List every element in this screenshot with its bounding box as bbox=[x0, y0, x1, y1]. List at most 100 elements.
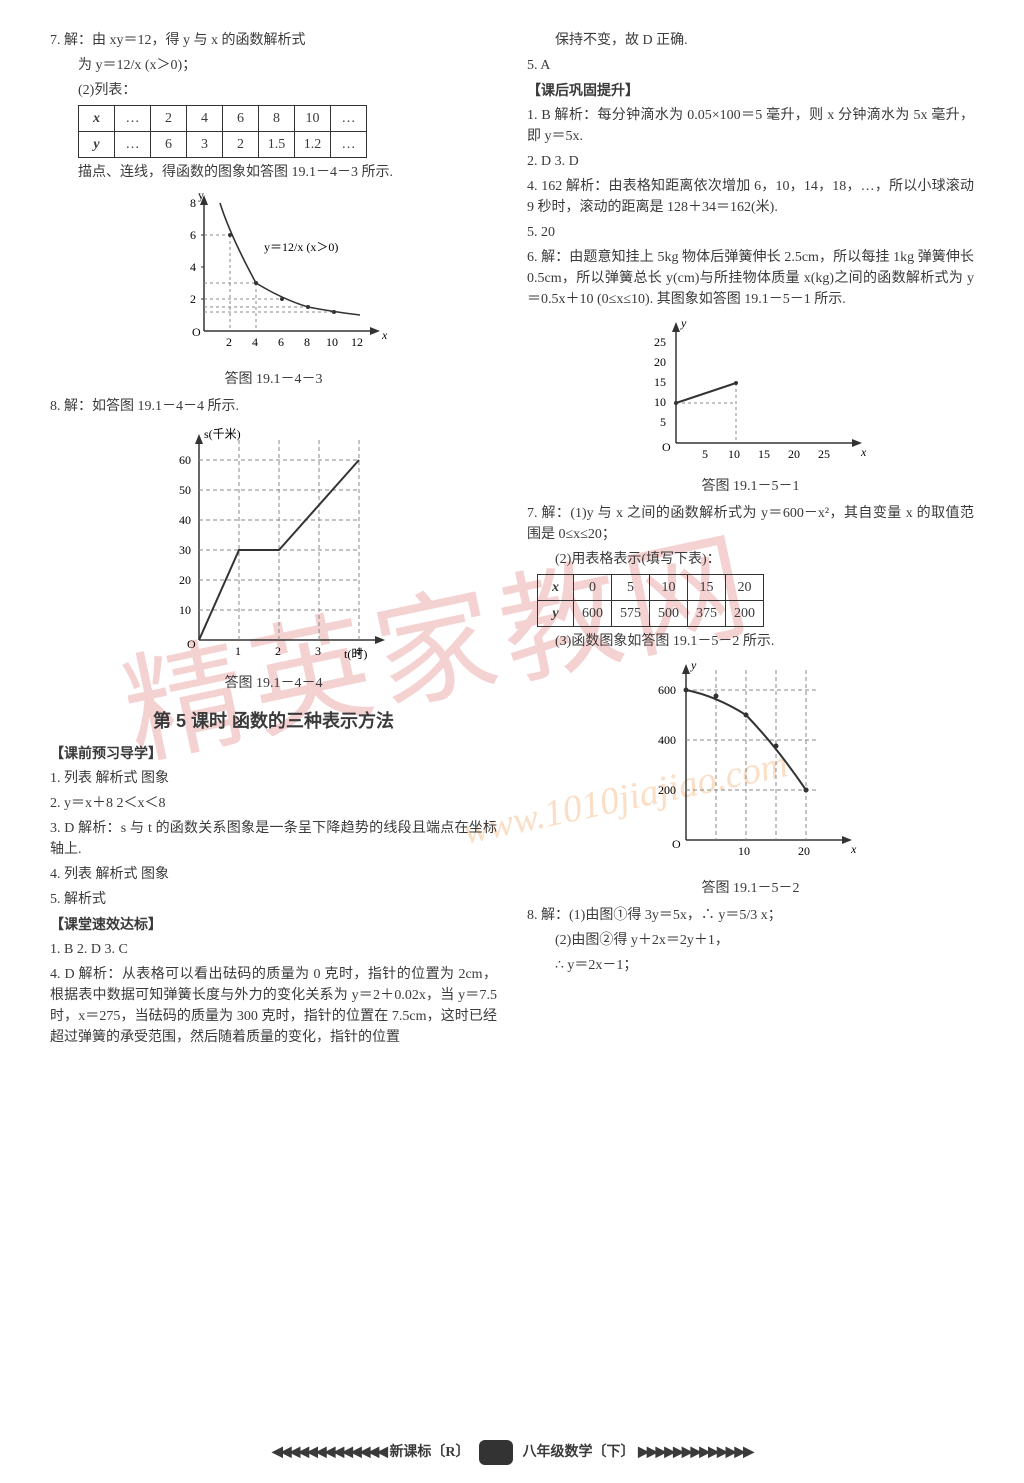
svg-text:8: 8 bbox=[190, 196, 196, 210]
answer-line: 7. 解：(1)y 与 x 之间的函数解析式为 y＝600－x²，其自变量 x … bbox=[527, 503, 974, 545]
svg-text:400: 400 bbox=[658, 733, 676, 747]
svg-text:20: 20 bbox=[654, 355, 666, 369]
svg-text:1: 1 bbox=[235, 644, 241, 658]
cell: … bbox=[115, 132, 151, 158]
cell: 375 bbox=[688, 601, 726, 627]
svg-text:y: y bbox=[680, 318, 687, 330]
svg-text:50: 50 bbox=[179, 483, 191, 497]
svg-text:200: 200 bbox=[658, 783, 676, 797]
table-row: x … 2 4 6 8 10 … bbox=[79, 106, 367, 132]
answer-line: 1. B 2. D 3. C bbox=[50, 939, 497, 960]
cell: 1.2 bbox=[295, 132, 331, 158]
svg-text:10: 10 bbox=[728, 447, 740, 461]
cell: 2 bbox=[223, 132, 259, 158]
svg-text:8: 8 bbox=[304, 335, 310, 349]
svg-text:40: 40 bbox=[179, 513, 191, 527]
answer-line: 4. 162 解析：由表格知距离依次增加 6，10，14，18，…，所以小球滚动… bbox=[527, 176, 974, 218]
answer-line: 5. A bbox=[527, 55, 974, 76]
cell: 0 bbox=[574, 575, 612, 601]
svg-text:10: 10 bbox=[179, 603, 191, 617]
chart-hyperbola: O y x 2 4 6 8 246 81012 bbox=[144, 191, 404, 361]
answer-line: (2)用表格表示(填写下表)： bbox=[527, 549, 974, 570]
svg-text:x: x bbox=[850, 842, 857, 856]
svg-text:O: O bbox=[192, 325, 201, 339]
cell: 1.5 bbox=[259, 132, 295, 158]
svg-text:4: 4 bbox=[252, 335, 258, 349]
answer-line: 4. 列表 解析式 图象 bbox=[50, 864, 497, 885]
page-content: 7. 解：由 xy＝12，得 y 与 x 的函数解析式 为 y＝12/x (x＞… bbox=[0, 0, 1024, 1430]
answer-line: (3)函数图象如答图 19.1－5－2 所示. bbox=[527, 631, 974, 652]
svg-text:25: 25 bbox=[654, 335, 666, 349]
svg-text:20: 20 bbox=[179, 573, 191, 587]
cell: x bbox=[79, 106, 115, 132]
svg-text:60: 60 bbox=[179, 453, 191, 467]
cell: y bbox=[79, 132, 115, 158]
table-row: y 600 575 500 375 200 bbox=[538, 601, 764, 627]
ylabel: s(千米) bbox=[204, 427, 241, 441]
answer-line: 5. 解析式 bbox=[50, 889, 497, 910]
curve-label: y＝12/x (x＞0) bbox=[264, 240, 338, 254]
svg-text:5: 5 bbox=[660, 415, 666, 429]
cell: 20 bbox=[726, 575, 764, 601]
svg-text:3: 3 bbox=[315, 644, 321, 658]
answer-line: 1. 列表 解析式 图象 bbox=[50, 768, 497, 789]
class-heading: 【课堂速效达标】 bbox=[50, 914, 497, 935]
cell: 200 bbox=[726, 601, 764, 627]
svg-text:600: 600 bbox=[658, 683, 676, 697]
cell: 6 bbox=[151, 132, 187, 158]
footer-subject: 八年级数学〔下〕 bbox=[523, 1445, 635, 1460]
svg-text:y: y bbox=[690, 660, 697, 672]
svg-text:30: 30 bbox=[179, 543, 191, 557]
svg-text:x: x bbox=[381, 328, 388, 342]
answer-line: 2. y＝x＋8 2＜x＜8 bbox=[50, 793, 497, 814]
svg-text:15: 15 bbox=[758, 447, 770, 461]
cell: 600 bbox=[574, 601, 612, 627]
cell: 575 bbox=[612, 601, 650, 627]
cell: 8 bbox=[259, 106, 295, 132]
svg-text:10: 10 bbox=[738, 844, 750, 858]
svg-text:x: x bbox=[860, 445, 867, 459]
chart-parabola: O y x 200400600 1020 bbox=[631, 660, 871, 870]
answer-line: 1. B 解析：每分钟滴水为 0.05×100＝5 毫升，则 x 分钟滴水为 5… bbox=[527, 105, 974, 147]
cell: 10 bbox=[650, 575, 688, 601]
cell: y bbox=[538, 601, 574, 627]
table-xy-2: x 0 5 10 15 20 y 600 575 500 375 200 bbox=[537, 574, 764, 627]
svg-text:y: y bbox=[198, 191, 204, 202]
svg-text:O: O bbox=[672, 837, 681, 851]
page-footer: ◀◀◀◀◀◀◀◀◀◀◀◀◀ 新课标〔R〕 八年级数学〔下〕 ▶▶▶▶▶▶▶▶▶▶… bbox=[0, 1440, 1024, 1465]
svg-text:6: 6 bbox=[278, 335, 284, 349]
svg-text:2: 2 bbox=[275, 644, 281, 658]
cell: 2 bbox=[151, 106, 187, 132]
continuation: 保持不变，故 D 正确. bbox=[527, 30, 974, 51]
svg-text:12: 12 bbox=[351, 335, 363, 349]
svg-text:O: O bbox=[662, 440, 671, 454]
cell: … bbox=[115, 106, 151, 132]
svg-text:4: 4 bbox=[355, 644, 361, 658]
svg-text:2: 2 bbox=[190, 292, 196, 306]
chart-s-t: O s(千米) t(时) 102030 405060 1234 bbox=[144, 425, 404, 665]
svg-text:2: 2 bbox=[226, 335, 232, 349]
table-row: y … 6 3 2 1.5 1.2 … bbox=[79, 132, 367, 158]
cell: 500 bbox=[650, 601, 688, 627]
cell: … bbox=[331, 132, 367, 158]
footer-series: 新课标〔R〕 bbox=[389, 1445, 469, 1460]
lesson-heading: 第 5 课时 函数的三种表示方法 bbox=[50, 708, 497, 735]
q7-text: 7. 解：由 xy＝12，得 y 与 x 的函数解析式 bbox=[50, 30, 497, 51]
cell: 4 bbox=[187, 106, 223, 132]
svg-text:20: 20 bbox=[788, 447, 800, 461]
svg-text:10: 10 bbox=[654, 395, 666, 409]
table-row: x 0 5 10 15 20 bbox=[538, 575, 764, 601]
svg-text:15: 15 bbox=[654, 375, 666, 389]
cell: … bbox=[331, 106, 367, 132]
chart-spring: O y x 51015 2025 51015 2025 bbox=[621, 318, 881, 468]
q7-text: (2)列表： bbox=[50, 80, 497, 101]
cell: x bbox=[538, 575, 574, 601]
svg-text:25: 25 bbox=[818, 447, 830, 461]
cell: 15 bbox=[688, 575, 726, 601]
chart-caption: 答图 19.1－5－2 bbox=[527, 878, 974, 899]
answer-line: 4. D 解析：从表格可以看出砝码的质量为 0 克时，指针的位置为 2cm，根据… bbox=[50, 964, 497, 1048]
answer-line: 6. 解：由题意知挂上 5kg 物体后弹簧伸长 2.5cm，所以每挂 1kg 弹… bbox=[527, 247, 974, 310]
cell: 3 bbox=[187, 132, 223, 158]
svg-text:4: 4 bbox=[190, 260, 196, 274]
svg-text:O: O bbox=[187, 637, 196, 651]
